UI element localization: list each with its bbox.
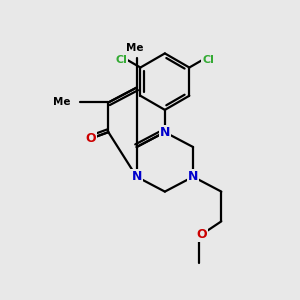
Text: Cl: Cl bbox=[202, 55, 214, 65]
Text: N: N bbox=[131, 170, 142, 183]
Text: O: O bbox=[197, 228, 207, 241]
Text: Cl: Cl bbox=[116, 55, 127, 65]
Text: Me: Me bbox=[53, 98, 70, 107]
Text: Me: Me bbox=[126, 44, 144, 53]
Text: N: N bbox=[160, 126, 170, 139]
Text: O: O bbox=[85, 132, 96, 145]
Text: N: N bbox=[188, 170, 198, 183]
